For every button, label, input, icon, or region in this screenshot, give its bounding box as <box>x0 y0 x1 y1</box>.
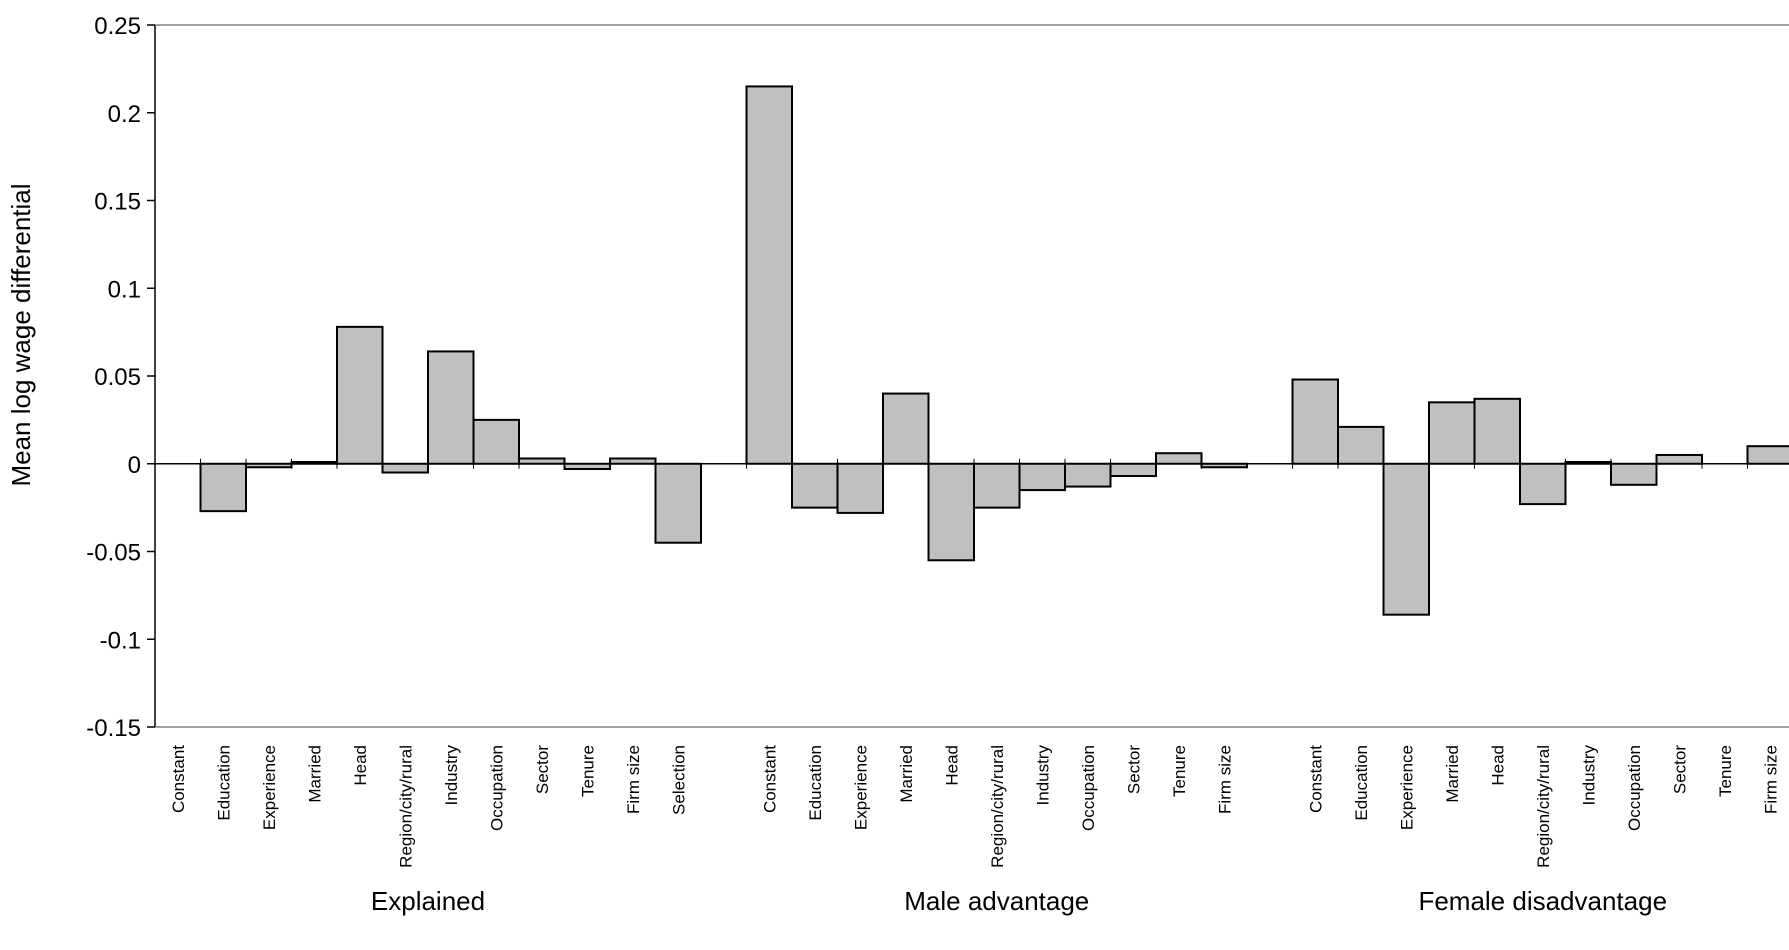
category-label: Tenure <box>1716 745 1735 797</box>
category-label: Education <box>214 745 233 821</box>
bar <box>1746 445 1789 465</box>
group-label: Female disadvantage <box>1418 886 1667 916</box>
category-label: Married <box>1443 745 1462 803</box>
bar <box>882 392 930 465</box>
y-tick-label: -0.05 <box>86 540 141 567</box>
category-label: Firm size <box>1215 745 1234 814</box>
group-label: Explained <box>371 886 485 916</box>
bar <box>654 462 702 544</box>
labels-layer: Constant Education Experience Married Head Re… <box>86 13 1780 916</box>
category-label: Experience <box>1397 745 1416 830</box>
category-label: Occupation <box>1625 745 1644 831</box>
bar <box>1610 462 1658 486</box>
category-label: Education <box>806 745 825 821</box>
bar <box>745 85 793 465</box>
bar <box>1655 453 1703 465</box>
bar <box>1291 378 1339 465</box>
category-label: Occupation <box>1079 745 1098 831</box>
bar <box>1382 462 1430 616</box>
category-label: Sector <box>533 745 552 794</box>
category-label: Experience <box>260 745 279 830</box>
category-label: Constant <box>1306 745 1325 813</box>
category-label: Region/city/rural <box>1534 745 1553 868</box>
bar <box>336 325 384 465</box>
category-label: Industry <box>1033 745 1052 806</box>
bar <box>518 457 566 465</box>
y-tick-label: -0.15 <box>86 715 141 742</box>
bar <box>1109 462 1157 478</box>
category-label: Region/city/rural <box>988 745 1007 868</box>
category-label: Constant <box>169 745 188 813</box>
bar <box>1428 401 1476 465</box>
category-label: Selection <box>669 745 688 815</box>
axes-layer <box>147 24 1789 728</box>
bar <box>563 462 611 471</box>
y-tick-label: 0.05 <box>94 364 141 391</box>
bar <box>1473 397 1521 465</box>
category-label: Sector <box>1124 745 1143 794</box>
bar <box>427 350 475 465</box>
y-tick-label: 0 <box>128 452 141 479</box>
y-tick-label: 0.15 <box>94 189 141 216</box>
category-label: Constant <box>760 745 779 813</box>
category-label: Region/city/rural <box>396 745 415 868</box>
category-label: Married <box>897 745 916 803</box>
category-label: Head <box>351 745 370 786</box>
bar <box>1337 425 1385 465</box>
category-label: Firm size <box>624 745 643 814</box>
bar <box>973 462 1021 509</box>
bar <box>199 462 247 513</box>
y-tick-label: -0.1 <box>100 627 141 654</box>
category-label: Married <box>305 745 324 803</box>
bar <box>1519 462 1567 506</box>
bar <box>609 457 657 465</box>
category-label: Firm size <box>1761 745 1780 814</box>
category-label: Education <box>1352 745 1371 821</box>
category-label: Tenure <box>578 745 597 797</box>
category-label: Occupation <box>487 745 506 831</box>
bar <box>1064 462 1112 488</box>
category-label: Head <box>942 745 961 786</box>
y-tick-label: 0.2 <box>108 101 141 128</box>
bar <box>1155 452 1203 465</box>
y-tick-label: 0.1 <box>108 276 141 303</box>
bars-layer <box>199 85 1789 616</box>
category-label: Tenure <box>1170 745 1189 797</box>
y-axis-title: Mean log wage differential <box>6 183 36 486</box>
group-label: Male advantage <box>904 886 1089 916</box>
category-label: Industry <box>1579 745 1598 806</box>
bar <box>791 462 839 509</box>
bar <box>472 418 520 465</box>
y-tick-label: 0.25 <box>94 13 141 40</box>
category-label: Experience <box>851 745 870 830</box>
category-label: Industry <box>442 745 461 806</box>
category-label: Sector <box>1670 745 1689 794</box>
bar <box>927 462 975 562</box>
category-label: Head <box>1488 745 1507 786</box>
bar <box>381 462 429 474</box>
bar <box>1018 462 1066 492</box>
bar <box>836 462 884 514</box>
